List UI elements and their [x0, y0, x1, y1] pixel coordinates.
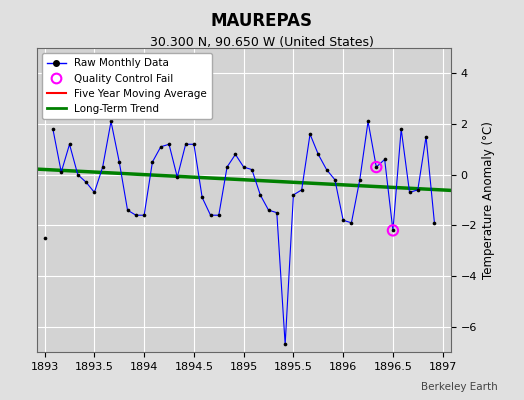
Point	[123, 207, 132, 213]
Point	[181, 141, 190, 148]
Point	[157, 144, 165, 150]
Point	[347, 220, 356, 226]
Point	[73, 172, 82, 178]
Point	[140, 212, 148, 218]
Point	[372, 164, 380, 170]
Point	[264, 207, 272, 213]
Point	[165, 141, 173, 148]
Point	[256, 192, 265, 198]
Point	[215, 212, 223, 218]
Text: 30.300 N, 90.650 W (United States): 30.300 N, 90.650 W (United States)	[150, 36, 374, 49]
Point	[206, 212, 215, 218]
Point	[115, 159, 124, 165]
Point	[272, 210, 281, 216]
Point	[413, 187, 422, 193]
Point	[248, 166, 256, 173]
Text: Berkeley Earth: Berkeley Earth	[421, 382, 498, 392]
Point	[281, 341, 289, 348]
Point	[99, 164, 107, 170]
Point	[306, 131, 314, 137]
Point	[66, 141, 74, 148]
Point	[132, 212, 140, 218]
Point	[223, 164, 231, 170]
Point	[430, 220, 439, 226]
Point	[380, 156, 389, 163]
Point	[231, 151, 239, 158]
Point	[49, 126, 57, 132]
Point	[40, 235, 49, 241]
Text: MAUREPAS: MAUREPAS	[211, 12, 313, 30]
Point	[331, 176, 339, 183]
Point	[406, 189, 414, 196]
Point	[198, 194, 206, 201]
Point	[148, 159, 157, 165]
Point	[322, 166, 331, 173]
Point	[90, 189, 99, 196]
Legend: Raw Monthly Data, Quality Control Fail, Five Year Moving Average, Long-Term Tren: Raw Monthly Data, Quality Control Fail, …	[42, 53, 212, 119]
Point	[107, 118, 115, 125]
Point	[82, 179, 90, 186]
Point	[364, 118, 372, 125]
Point	[190, 141, 198, 148]
Point	[372, 164, 380, 170]
Point	[289, 192, 298, 198]
Point	[422, 134, 430, 140]
Point	[314, 151, 322, 158]
Point	[298, 187, 306, 193]
Point	[339, 217, 347, 224]
Point	[389, 227, 397, 234]
Point	[356, 176, 364, 183]
Y-axis label: Temperature Anomaly (°C): Temperature Anomaly (°C)	[483, 121, 495, 279]
Point	[239, 164, 248, 170]
Point	[173, 174, 181, 180]
Point	[397, 126, 406, 132]
Point	[57, 169, 66, 175]
Point	[389, 227, 397, 234]
